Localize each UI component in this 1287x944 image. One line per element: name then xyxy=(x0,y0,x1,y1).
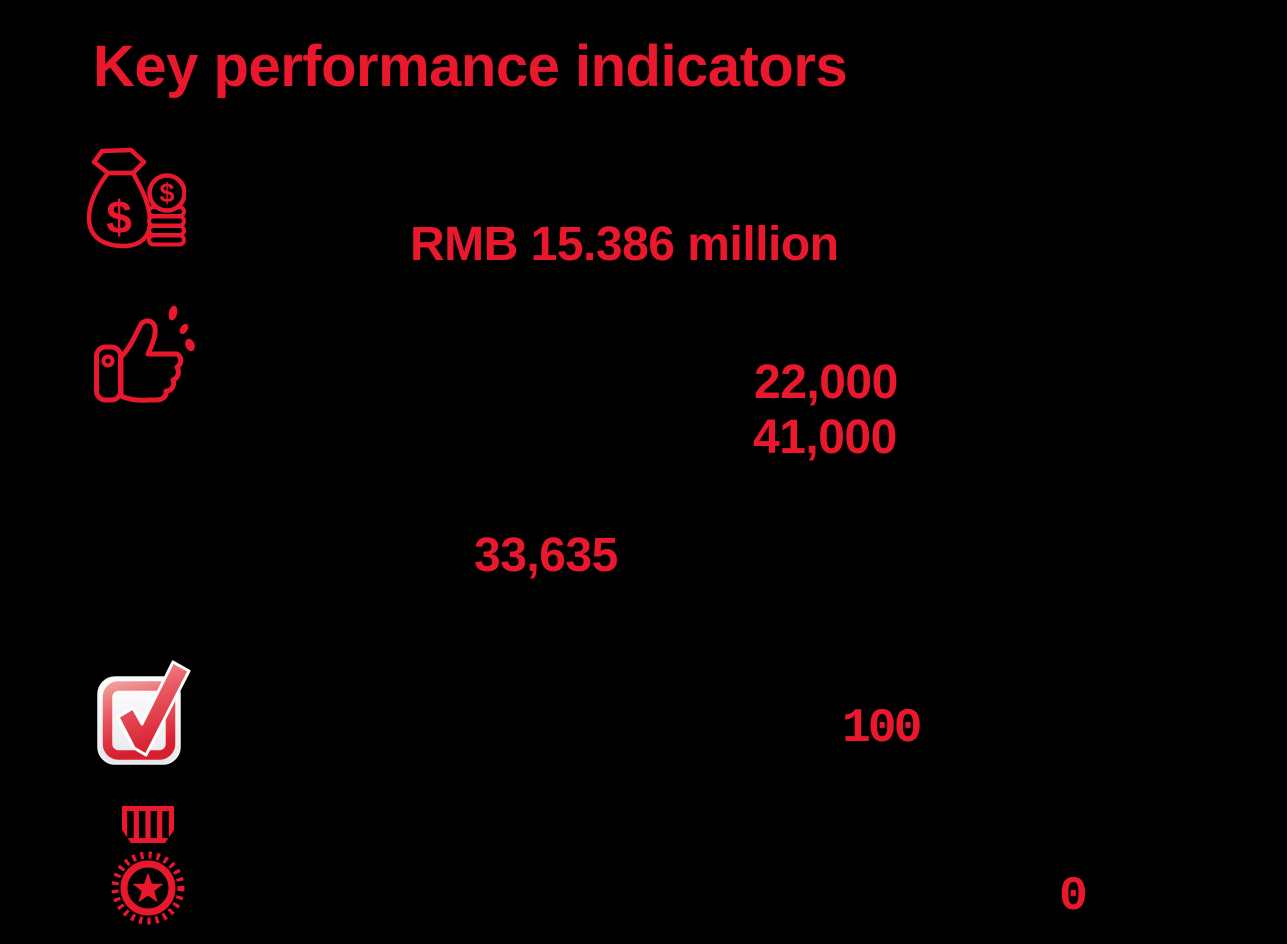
kpi-value-engagement-3: 33,635 xyxy=(474,529,618,582)
checkbox-icon xyxy=(97,660,191,765)
kpi-value-award: 0 xyxy=(1059,870,1088,924)
kpi-value-completion: 100 xyxy=(842,702,922,756)
money-bag-icon: $ $ xyxy=(86,147,186,249)
medal-icon xyxy=(111,806,185,925)
dollar-sign: $ xyxy=(159,178,174,208)
dollar-sign: $ xyxy=(106,191,132,243)
thumbs-up-icon xyxy=(94,305,195,403)
kpi-value-engagement-1: 22,000 xyxy=(754,356,898,409)
kpi-value-engagement-2: 41,000 xyxy=(753,411,897,464)
page-title: Key performance indicators xyxy=(93,34,848,99)
kpi-value-funding: RMB 15.386 million xyxy=(410,218,839,271)
